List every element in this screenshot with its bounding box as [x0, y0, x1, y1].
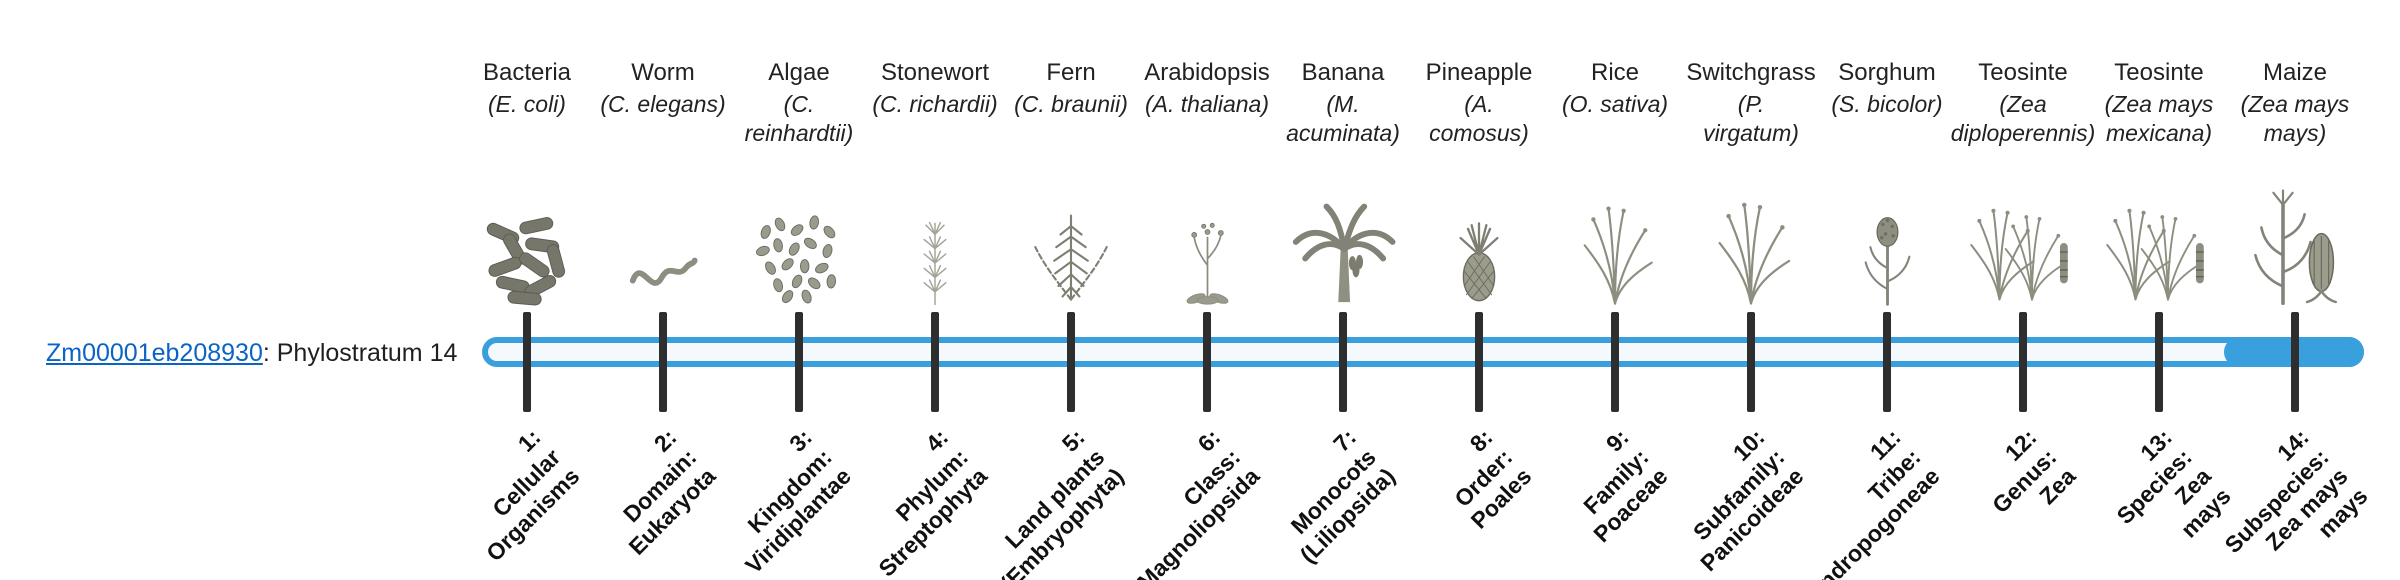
banana-icon [1284, 190, 1402, 308]
fern-icon [1034, 214, 1108, 301]
organism-scientific-name: (E. coli) [488, 91, 566, 117]
organism-scientific-name: (C. elegans) [600, 91, 726, 117]
organism-scientific-name: (M. acuminata) [1286, 91, 1400, 146]
organism-common-name: Sorghum [1838, 59, 1936, 86]
stratum-label-5: 5: Land plants (Embryophyta) [995, 424, 1129, 580]
organism-common-name: Pineapple [1425, 59, 1533, 86]
phylostratum-tick-4 [931, 312, 939, 412]
phylostratum-tick-8 [1475, 312, 1483, 412]
switchgrass-icon [1718, 201, 1791, 305]
stratum-label-6: 6: Class: Magnoliopsida [1132, 424, 1265, 580]
organism-column-teosinte-diploperennis: Teosinte (Zea diploperennis) [1948, 56, 2098, 308]
phylostratum-tick-3 [795, 312, 803, 412]
organism-column-fern: Fern (C. braunii) [996, 56, 1146, 308]
organism-common-name: Bacteria [482, 59, 572, 86]
phylostratum-tick-6 [1203, 312, 1211, 412]
organism-common-name: Rice [1590, 59, 1639, 86]
organism-common-name: Teosinte [2114, 59, 2204, 86]
phylostratum-tick-5 [1067, 312, 1075, 412]
organism-column-sorghum: Sorghum (S. bicolor) [1812, 56, 1962, 308]
stratum-label-9: 9: Family: Poaceae [1577, 424, 1673, 548]
arabidopsis-icon [1184, 222, 1230, 307]
rice-icon [1583, 205, 1653, 305]
phylostratum-tick-10 [1747, 312, 1755, 412]
bacteria-icon [484, 215, 566, 306]
sorghum-icon [1863, 216, 1911, 306]
organism-column-switchgrass: Switchgrass (P. virgatum) [1676, 56, 1826, 308]
gene-label-suffix: : Phylostratum 14 [262, 339, 458, 367]
organism-column-teosinte-mexicana: Teosinte (Zea mays mexicana) [2084, 56, 2234, 308]
gene-label: Zm00001eb208930: Phylostratum 14 [46, 339, 457, 368]
organism-common-name: Arabidopsis [1144, 59, 1270, 86]
stratum-label-13: 13: Species: Zea mays [2111, 424, 2236, 543]
stratum-label-3: 3: Kingdom: Viridiplantae [740, 424, 857, 579]
phylostratum-tick-11 [1883, 312, 1891, 412]
stratum-label-14: 14: Subspecies: Zea mays mays [2218, 424, 2372, 558]
phylostratum-tick-9 [1611, 312, 1619, 412]
phylostratum-tick-1 [523, 312, 531, 412]
phylostratum-tick-13 [2155, 312, 2163, 412]
stratum-label-1: 1: Cellular Organisms [481, 424, 585, 567]
organism-scientific-name: (A. thaliana) [1144, 91, 1269, 117]
phylostratum-tick-12 [2019, 312, 2027, 412]
stratum-label-2: 2: Domain: Eukaryota [617, 424, 721, 561]
phylostratum-tick-2 [659, 312, 667, 412]
organism-column-banana: Banana (M. acuminata) [1268, 56, 1418, 308]
organism-common-name: Switchgrass [1686, 59, 1816, 86]
organism-common-name: Fern [1046, 59, 1096, 86]
stonewort-icon [923, 221, 947, 306]
organism-common-name: Stonewort [880, 59, 990, 86]
algae-icon [754, 214, 838, 305]
organism-common-name: Worm [631, 59, 695, 86]
organism-scientific-name: (C. reinhardtii) [744, 91, 854, 146]
maize-icon [2253, 188, 2338, 306]
stratum-label-8: 8: Order: Poales [1448, 424, 1537, 534]
stratum-label-7: 7: Monocots (Liliopsida) [1285, 424, 1401, 569]
phylostratum-tick-14 [2291, 312, 2299, 412]
organism-column-worm: Worm (C. elegans) [588, 56, 738, 308]
organism-common-name: Algae [768, 59, 830, 86]
organism-common-name: Banana [1301, 59, 1385, 86]
organism-scientific-name: (O. sativa) [1561, 91, 1669, 117]
organism-column-stonewort: Stonewort (C. richardii) [860, 56, 1010, 308]
teosinte-icon [1963, 196, 2083, 308]
organism-scientific-name: (C. braunii) [1014, 91, 1128, 117]
gene-link[interactable]: Zm00001eb208930 [46, 339, 263, 367]
organism-column-rice: Rice (O. sativa) [1540, 56, 1690, 308]
organism-column-pineapple: Pineapple (A. comosus) [1404, 56, 1554, 308]
pineapple-icon [1459, 222, 1499, 302]
stratum-label-4: 4: Phylum: Streptophyta [873, 424, 993, 580]
organism-column-maize: Maize (Zea mays mays) [2220, 56, 2370, 308]
organism-scientific-name: (Zea diploperennis) [1950, 91, 2096, 146]
worm-icon [613, 236, 713, 308]
organism-common-name: Teosinte [1978, 59, 2068, 86]
organism-scientific-name: (A. comosus) [1429, 91, 1529, 146]
organism-common-name: Maize [2262, 59, 2328, 86]
stratum-label-12: 12: Genus: Zea [1986, 424, 2081, 518]
teosinte-icon [2099, 196, 2219, 308]
organism-column-algae: Algae (C. reinhardtii) [724, 56, 874, 308]
organism-scientific-name: (Zea mays mexicana) [2104, 91, 2214, 146]
timeline-bar [482, 337, 2364, 367]
organism-scientific-name: (P. virgatum) [1703, 91, 1799, 146]
organism-scientific-name: (C. richardii) [872, 91, 998, 117]
organism-scientific-name: (Zea mays mays) [2240, 91, 2350, 146]
phylostratum-tick-7 [1339, 312, 1347, 412]
organism-column-bacteria: Bacteria (E. coli) [452, 56, 602, 308]
organism-column-arabidopsis: Arabidopsis (A. thaliana) [1132, 56, 1282, 308]
organism-scientific-name: (S. bicolor) [1831, 91, 1943, 117]
